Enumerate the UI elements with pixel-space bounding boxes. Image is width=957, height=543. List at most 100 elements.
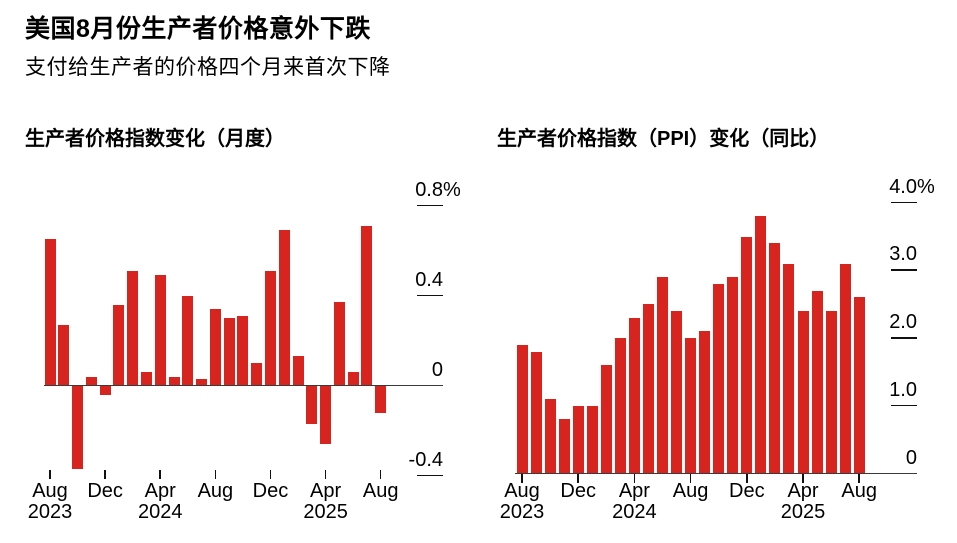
y-axis-label: 4.0%	[889, 175, 935, 198]
x-axis-year-label: 2024	[612, 501, 657, 523]
x-axis-month-label: Apr	[618, 480, 650, 502]
x-axis-month-label: Aug	[841, 480, 877, 502]
x-axis-year-label: 2024	[137, 501, 183, 523]
y-tick-line	[417, 204, 443, 207]
bar-mar-2025	[306, 385, 318, 424]
y-axis-label: -0.4	[408, 448, 443, 471]
bar-mar-2024	[140, 372, 152, 386]
bar-mar-2025	[783, 263, 795, 474]
x-axis-month-label: Dec	[87, 480, 123, 502]
x-tick-line	[633, 473, 636, 483]
bar-dec-2024	[741, 236, 753, 474]
bar-jul-2025	[361, 225, 373, 386]
bar-may-2024	[642, 304, 654, 474]
bar-sep-2023	[58, 324, 70, 386]
x-axis-year-label: 2025	[303, 501, 348, 523]
y-axis-label: 2.0	[889, 311, 917, 334]
x-axis-month-label: Apr	[787, 480, 819, 502]
y-tick-line	[891, 404, 917, 407]
bar-dec-2023	[99, 385, 111, 395]
x-axis-month-label: Dec	[729, 480, 765, 502]
bar-may-2025	[811, 290, 823, 474]
bar-aug-2025	[375, 385, 387, 413]
bar-oct-2023	[544, 399, 556, 474]
bar-aug-2023	[44, 239, 56, 386]
x-axis-month-label: Aug	[504, 480, 540, 502]
bar-jan-2024	[113, 304, 125, 386]
percent-suffix: %	[917, 175, 935, 198]
x-axis-month-label: Aug	[672, 480, 709, 502]
y-axis-label: 0.4	[415, 268, 443, 291]
x-tick-line	[521, 473, 523, 483]
x-tick-line	[269, 470, 272, 479]
x-axis-year-label: 2023	[499, 501, 545, 523]
bar-jun-2024	[657, 277, 668, 474]
x-tick-line	[858, 473, 860, 483]
x-axis-month-label: Dec	[560, 480, 596, 502]
bar-apr-2024	[628, 317, 640, 474]
x-tick-line	[159, 470, 161, 479]
x-axis-line	[515, 472, 917, 475]
bar-nov-2024	[727, 277, 739, 474]
x-axis-month-label: Apr	[310, 480, 342, 502]
page-subtitle: 支付给生产者的价格四个月来首次下降	[25, 56, 391, 79]
chart-yoy-title: 生产者价格指数（PPI）变化（同比）	[497, 128, 830, 150]
bar-jul-2024	[196, 378, 208, 386]
bar-jul-2024	[671, 311, 683, 474]
bar-feb-2024	[600, 365, 612, 474]
y-tick-line	[891, 337, 917, 339]
y-axis-label: 1.0	[889, 378, 917, 401]
bar-nov-2023	[85, 376, 97, 386]
bar-sep-2024	[699, 331, 711, 474]
bar-jun-2024	[182, 295, 194, 386]
bar-feb-2024	[127, 270, 139, 386]
x-axis-month-label: Aug	[362, 480, 399, 502]
bar-jun-2025	[825, 311, 837, 474]
x-axis-month-label: Aug	[197, 480, 234, 502]
bar-apr-2025	[320, 385, 332, 445]
bar-nov-2023	[558, 419, 570, 474]
bar-may-2025	[333, 302, 345, 386]
bar-jun-2025	[347, 372, 359, 386]
percent-suffix: %	[443, 178, 461, 201]
x-tick-line	[324, 470, 327, 479]
bar-aug-2024	[685, 338, 697, 474]
bar-jul-2025	[839, 263, 851, 474]
bar-apr-2025	[797, 311, 809, 474]
bar-mar-2024	[614, 338, 626, 474]
x-tick-line	[379, 470, 382, 479]
y-axis-label: 0.8%	[415, 178, 461, 201]
bar-aug-2023	[516, 344, 528, 474]
bar-oct-2024	[713, 283, 725, 474]
bar-aug-2025	[853, 297, 865, 474]
bar-feb-2025	[769, 243, 781, 474]
bar-dec-2023	[572, 405, 584, 474]
bar-jan-2025	[755, 216, 767, 474]
x-tick-line	[689, 473, 692, 483]
y-tick-line	[417, 294, 443, 297]
y-tick-line	[417, 474, 443, 477]
y-axis-label: 3.0	[889, 243, 917, 266]
bar-dec-2024	[264, 270, 276, 386]
bar-jan-2025	[278, 230, 290, 386]
bar-sep-2024	[223, 318, 235, 386]
x-tick-line	[214, 470, 217, 479]
page-title: 美国8月份生产者价格意外下跌	[25, 15, 371, 43]
bar-feb-2025	[292, 356, 304, 386]
bar-may-2024	[168, 376, 180, 386]
x-axis-month-label: Dec	[252, 480, 289, 502]
bar-oct-2024	[237, 315, 249, 386]
x-tick-line	[104, 470, 106, 479]
x-axis-line	[44, 384, 443, 387]
x-tick-line	[746, 473, 748, 483]
bar-oct-2023	[72, 385, 84, 469]
x-axis-month-label: Apr	[144, 480, 176, 502]
bar-jan-2024	[586, 405, 598, 474]
y-tick-line	[891, 269, 917, 271]
bar-nov-2024	[251, 363, 263, 386]
x-tick-line	[577, 473, 579, 483]
y-axis-label: 0	[905, 446, 917, 469]
x-axis-month-label: Aug	[32, 480, 68, 502]
